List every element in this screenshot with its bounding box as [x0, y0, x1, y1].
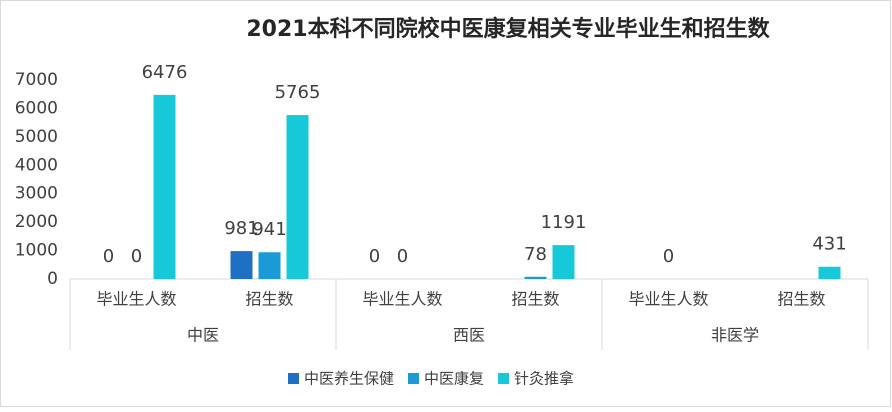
data-label: 431	[812, 234, 846, 255]
y-tick-label: 0	[47, 269, 58, 289]
data-label: 0	[131, 246, 142, 267]
x-tick-label: 招生数	[245, 290, 293, 309]
y-tick-label: 6000	[15, 98, 58, 118]
legend-label: 针灸推拿	[514, 370, 574, 388]
data-label: 0	[103, 246, 114, 267]
bar	[286, 115, 309, 279]
data-label: 0	[369, 246, 380, 267]
x-tick-label: 毕业生人数	[628, 290, 708, 309]
data-label: 0	[397, 246, 408, 267]
y-tick-label: 2000	[15, 212, 58, 232]
x-tick-label: 毕业生人数	[96, 290, 176, 309]
data-label: 0	[663, 246, 674, 267]
legend-swatch	[498, 373, 510, 384]
group-label: 中医	[187, 326, 219, 345]
data-label: 78	[524, 244, 547, 265]
bar	[230, 251, 253, 279]
y-tick-label: 1000	[15, 241, 58, 261]
group-label: 西医	[453, 326, 485, 345]
y-tick-label: 7000	[15, 70, 58, 90]
x-tick-label: 招生数	[777, 290, 825, 309]
bar	[153, 94, 176, 279]
bar	[818, 266, 841, 279]
y-tick-label: 3000	[15, 184, 58, 204]
y-tick-label: 5000	[15, 127, 58, 147]
x-tick-label: 招生数	[511, 290, 559, 309]
data-label: 5765	[275, 82, 321, 103]
legend-swatch	[288, 373, 299, 384]
y-tick-label: 4000	[15, 155, 58, 175]
bar	[258, 252, 281, 279]
group-label: 非医学	[711, 326, 759, 345]
data-label: 1191	[541, 212, 587, 233]
legend-label: 中医养生保健	[304, 370, 394, 388]
x-tick-label: 毕业生人数	[362, 290, 442, 309]
chart-title: 2021本科不同院校中医康复相关专业毕业生和招生数	[246, 16, 770, 42]
data-label: 6476	[142, 62, 188, 83]
data-label: 941	[252, 219, 286, 240]
legend-label: 中医康复	[424, 370, 484, 388]
data-label: 981	[224, 218, 258, 239]
bar	[552, 245, 575, 279]
legend-swatch	[408, 373, 420, 384]
bar	[524, 276, 547, 279]
